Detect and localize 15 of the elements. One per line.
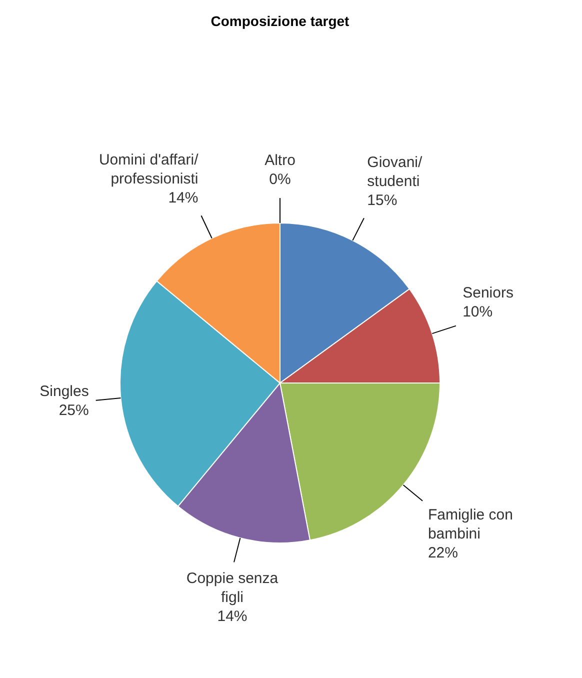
data-label: 15% xyxy=(367,192,398,209)
slice-label: Giovani/ studenti xyxy=(367,154,424,190)
category-label: Altro xyxy=(264,152,296,169)
text: 0% xyxy=(269,171,291,188)
chart-title: Composizione target xyxy=(210,13,350,29)
slice-label: Coppie senza figli xyxy=(186,570,279,606)
data-label: 22% xyxy=(428,544,458,562)
data-label: 25% xyxy=(58,402,89,420)
data-label: 14% xyxy=(217,608,248,625)
slice-label: Seniors xyxy=(462,284,514,302)
data-label: 14% xyxy=(168,189,198,206)
slice-label: Famiglie con bambini xyxy=(428,506,513,542)
slice-label: Uomini d'affari/ professionisti xyxy=(98,151,200,188)
data-label: 10% xyxy=(462,304,493,321)
slice-label: Singles xyxy=(40,383,89,400)
